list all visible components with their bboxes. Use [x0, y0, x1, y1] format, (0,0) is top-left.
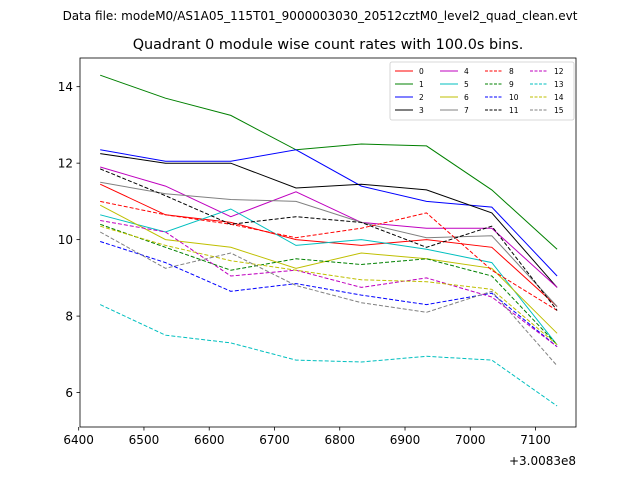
legend-label-2: 2 [419, 93, 424, 102]
legend-label-9: 9 [509, 80, 514, 89]
legend-label-15: 15 [554, 106, 564, 115]
axes-frame [79, 57, 577, 428]
y-tick-label: 12 [58, 157, 73, 171]
legend-label-4: 4 [464, 67, 469, 76]
x-axis: 6400 6500 6600 6700 6800 6900 7000 7100 [63, 427, 551, 447]
series-line-1 [100, 74, 558, 250]
series-line-9 [100, 223, 558, 346]
x-tick-label: 6700 [259, 433, 290, 447]
legend-label-0: 0 [419, 67, 424, 76]
chart-title: Quadrant 0 module wise count rates with … [133, 37, 524, 53]
y-tick-label: 10 [58, 233, 73, 247]
legend-label-14: 14 [554, 93, 564, 102]
series-line-7 [100, 181, 558, 307]
legend-label-1: 1 [419, 80, 424, 89]
y-tick-label: 14 [58, 80, 73, 94]
series-layer [99, 74, 558, 407]
legend-label-12: 12 [554, 67, 564, 76]
legend-label-6: 6 [464, 93, 469, 102]
legend-label-13: 13 [554, 80, 564, 89]
x-tick-label: 7000 [455, 433, 486, 447]
series-line-13 [99, 304, 558, 407]
plot-area: 6400 6500 6600 6700 6800 6900 7000 7100 6810121… [58, 57, 577, 468]
y-tick-label: 8 [65, 310, 73, 324]
series-line-2 [100, 149, 558, 277]
x-offset-label: +3.0083e8 [509, 454, 576, 468]
legend-label-3: 3 [419, 106, 424, 115]
y-axis: 6 8 10 12 14 [58, 80, 80, 400]
series-line-3 [100, 153, 558, 288]
x-tick-label: 6600 [194, 433, 225, 447]
x-tick-label: 6400 [63, 433, 94, 447]
legend-label-11: 11 [509, 106, 519, 115]
series-line-15 [99, 231, 558, 367]
x-tick-label: 6800 [324, 433, 355, 447]
series-line-12 [100, 220, 558, 348]
legend-label-8: 8 [509, 67, 514, 76]
series-line-4 [100, 166, 558, 288]
legend-label-7: 7 [464, 106, 469, 115]
series-line-14 [100, 225, 558, 346]
legend-label-5: 5 [464, 80, 469, 89]
x-tick-label: 6900 [390, 433, 421, 447]
figure-suptitle: Data file: modeM0/AS1A05_115T01_90000030… [63, 9, 578, 23]
x-tick-label: 6500 [129, 433, 160, 447]
legend-label-10: 10 [509, 93, 519, 102]
y-tick-label: 6 [65, 386, 73, 400]
legend-box [389, 61, 575, 121]
series-line-8 [100, 200, 558, 311]
series-line-6 [99, 204, 558, 334]
series-line-11 [100, 168, 558, 311]
x-tick-label: 7100 [520, 433, 551, 447]
